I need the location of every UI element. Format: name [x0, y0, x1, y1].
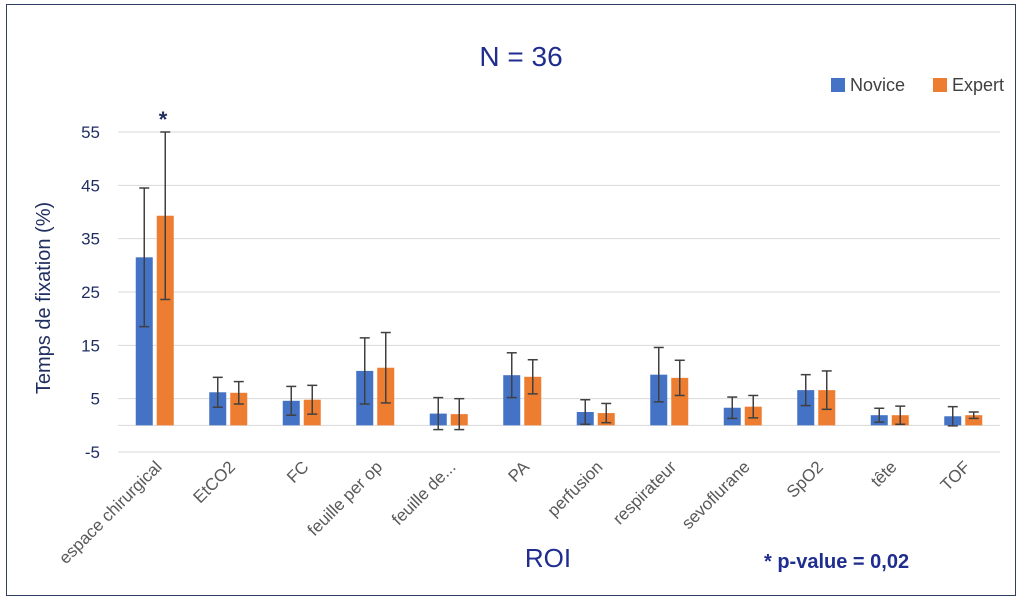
error-bars: [139, 131, 979, 431]
x-tick-label: TOF: [937, 457, 974, 494]
significance-star: *: [159, 107, 168, 132]
x-tick-label: perfusion: [544, 457, 607, 520]
error-bar-expert-9: [821, 370, 832, 411]
y-tick-label: 5: [91, 390, 100, 409]
y-tick-label: 55: [81, 123, 100, 142]
x-tick-label: FC: [283, 457, 312, 486]
error-bar-expert-7: [674, 359, 685, 397]
x-tick-label: feuille per op: [304, 457, 386, 539]
x-tick-label: tête: [867, 457, 900, 490]
x-tick-label: respirateur: [609, 457, 680, 528]
bar-expert-0: [156, 215, 174, 426]
error-bar-expert-2: [307, 384, 318, 415]
y-tick-label: 15: [81, 336, 100, 355]
x-tick-label: PA: [504, 457, 533, 486]
error-bar-novice-10: [874, 407, 885, 423]
bar-expert-5: [524, 376, 542, 426]
error-bar-expert-0: [160, 131, 171, 301]
error-bar-novice-3: [359, 337, 370, 405]
error-bar-novice-4: [433, 396, 444, 431]
bar-expert-7: [671, 377, 689, 426]
error-bar-novice-1: [212, 376, 223, 408]
error-bar-novice-8: [727, 396, 738, 420]
error-bar-expert-10: [895, 405, 906, 426]
y-tick-label: -5: [85, 443, 100, 462]
x-tick-label: EtCO2: [190, 457, 240, 507]
error-bar-novice-2: [286, 385, 297, 416]
error-bar-expert-6: [601, 402, 612, 424]
error-bar-novice-9: [800, 373, 811, 407]
y-tick-label: 45: [81, 176, 100, 195]
error-bar-novice-0: [139, 187, 150, 328]
bar-novice-0: [135, 257, 153, 426]
error-bar-expert-8: [748, 394, 759, 419]
legend-label-novice: Novice: [850, 75, 905, 95]
bar-novice-5: [503, 375, 521, 426]
error-bar-expert-1: [233, 380, 244, 405]
error-bar-novice-7: [653, 346, 664, 403]
error-bar-expert-3: [380, 331, 391, 404]
y-tick-label: 25: [81, 283, 100, 302]
p-value-note: * p-value = 0,02: [764, 551, 909, 573]
x-tick-label: espace chirurgical: [55, 457, 165, 567]
y-axis-ticks: -5 5 15 25 35 45 55: [81, 123, 100, 462]
bar-expert-1: [230, 392, 248, 426]
error-bar-expert-5: [527, 358, 538, 395]
error-bar-novice-11: [947, 405, 958, 427]
error-bar-novice-6: [580, 398, 591, 426]
bar-novice-1: [209, 392, 227, 426]
error-bar-expert-4: [454, 397, 465, 431]
y-axis-label: Temps de fixation (%): [33, 202, 55, 394]
chart-title: N = 36: [479, 41, 562, 72]
y-tick-label: 35: [81, 230, 100, 249]
error-bar-expert-11: [968, 411, 979, 420]
legend-swatch-novice: [831, 78, 845, 92]
bar-expert-11: [965, 415, 983, 426]
bar-novice-9: [797, 390, 815, 426]
x-tick-label: sevoflurane: [678, 457, 754, 533]
x-tick-label: feuille de...: [388, 457, 460, 529]
error-bar-novice-5: [506, 352, 517, 399]
legend: Novice Expert: [831, 75, 1004, 95]
x-tick-label: SpO2: [783, 457, 827, 501]
chart-frame: [6, 4, 1016, 596]
legend-swatch-expert: [933, 78, 947, 92]
legend-label-expert: Expert: [952, 75, 1004, 95]
x-axis-label: ROI: [525, 543, 571, 573]
bars: [135, 215, 983, 426]
gridlines: [118, 131, 1000, 453]
